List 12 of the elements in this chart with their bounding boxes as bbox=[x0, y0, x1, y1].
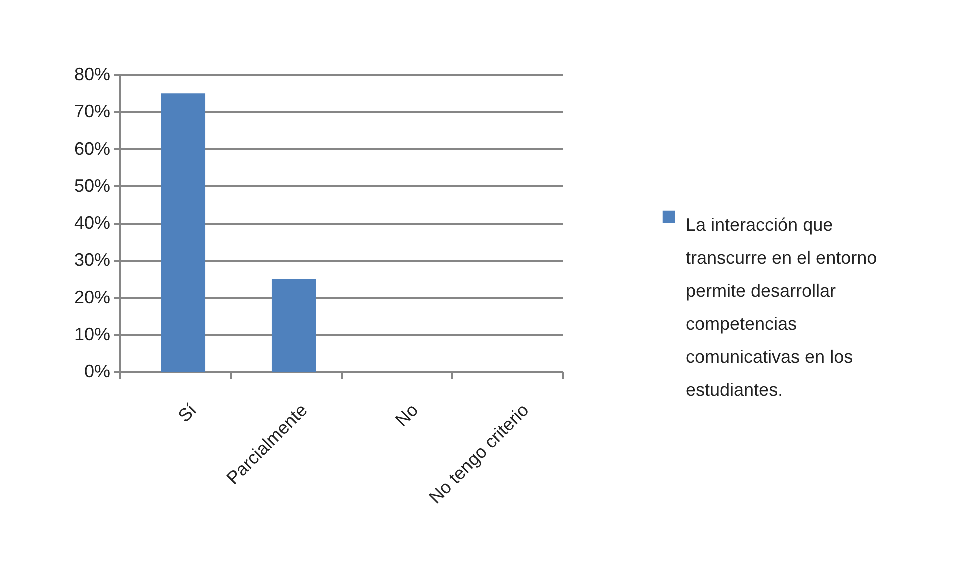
y-tick-label: 40% bbox=[74, 213, 110, 233]
y-tick-label: 0% bbox=[84, 362, 110, 382]
y-tick-label: 50% bbox=[74, 176, 110, 196]
y-tick-label: 10% bbox=[74, 324, 110, 344]
y-tick-label: 70% bbox=[74, 102, 110, 122]
x-tick-label: No bbox=[392, 400, 422, 430]
y-tick-label: 80% bbox=[74, 64, 110, 84]
y-tick-label: 20% bbox=[74, 287, 110, 308]
legend-label: La interacción que transcurre en el entorno permite desarrollar competencias comunicativas en los estudiantes. bbox=[686, 215, 878, 400]
y-tick-label: 60% bbox=[74, 138, 110, 159]
x-tick-label: Sí bbox=[174, 400, 201, 426]
y-tick-label: 30% bbox=[74, 250, 110, 270]
